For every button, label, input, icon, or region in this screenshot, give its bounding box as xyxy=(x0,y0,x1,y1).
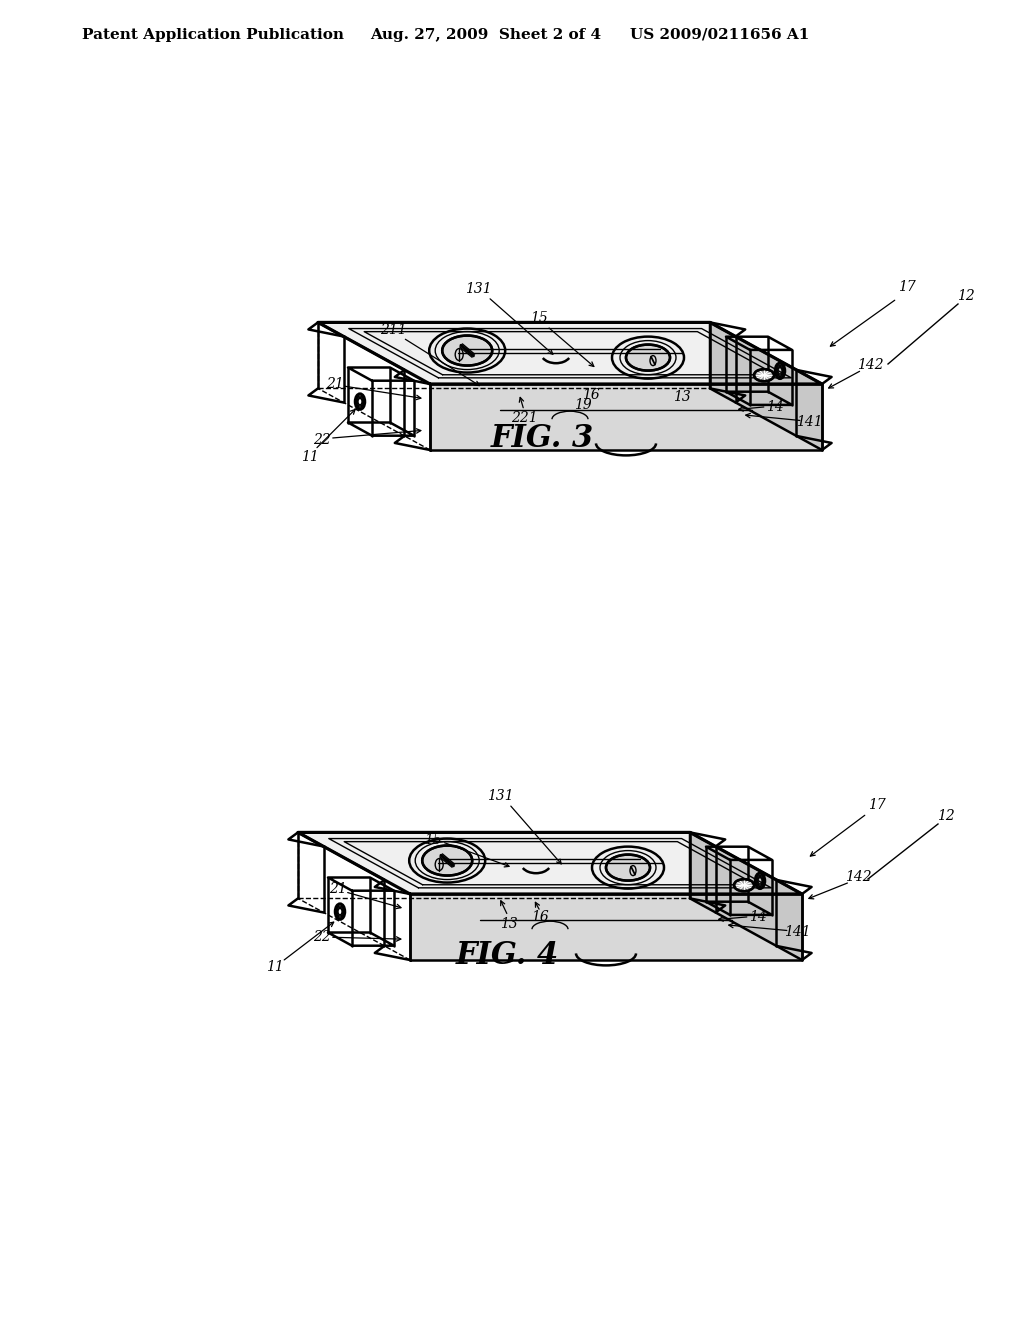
Text: 15: 15 xyxy=(424,833,442,847)
Text: 221: 221 xyxy=(511,412,538,425)
Text: 211: 211 xyxy=(380,323,407,337)
Text: 17: 17 xyxy=(868,797,886,812)
Text: 142: 142 xyxy=(857,358,884,372)
Text: 13: 13 xyxy=(673,389,690,404)
Text: 15: 15 xyxy=(530,312,548,325)
Text: 141: 141 xyxy=(784,925,811,939)
Polygon shape xyxy=(318,322,822,384)
Text: 17: 17 xyxy=(898,280,915,293)
Text: Patent Application Publication: Patent Application Publication xyxy=(82,28,344,42)
Text: 14: 14 xyxy=(766,400,783,413)
Text: 21: 21 xyxy=(326,376,344,391)
Text: 11: 11 xyxy=(301,450,318,463)
Text: 21: 21 xyxy=(329,882,347,896)
Ellipse shape xyxy=(442,335,493,366)
Text: 11: 11 xyxy=(266,960,284,974)
Text: 131: 131 xyxy=(465,282,492,296)
Polygon shape xyxy=(690,833,802,960)
Polygon shape xyxy=(298,833,802,894)
Polygon shape xyxy=(710,322,822,450)
Text: 142: 142 xyxy=(845,870,871,884)
Ellipse shape xyxy=(606,854,650,880)
Text: 22: 22 xyxy=(313,433,331,447)
Ellipse shape xyxy=(422,846,472,875)
Text: Aug. 27, 2009  Sheet 2 of 4: Aug. 27, 2009 Sheet 2 of 4 xyxy=(370,28,601,42)
Text: 12: 12 xyxy=(937,809,954,822)
Text: 22: 22 xyxy=(313,931,331,944)
Text: 19: 19 xyxy=(574,399,592,412)
Text: 16: 16 xyxy=(531,909,549,924)
Text: 14: 14 xyxy=(749,909,767,924)
Polygon shape xyxy=(430,384,822,450)
Text: 13: 13 xyxy=(500,917,518,931)
Ellipse shape xyxy=(734,879,754,891)
Text: 12: 12 xyxy=(957,289,975,304)
Text: US 2009/0211656 A1: US 2009/0211656 A1 xyxy=(630,28,809,42)
Ellipse shape xyxy=(754,370,774,381)
Text: 141: 141 xyxy=(797,414,823,429)
Polygon shape xyxy=(410,894,802,960)
Text: 131: 131 xyxy=(486,789,513,803)
Ellipse shape xyxy=(626,345,670,371)
Text: FIG. 3: FIG. 3 xyxy=(490,424,594,454)
Text: FIG. 4: FIG. 4 xyxy=(456,940,559,972)
Text: 16: 16 xyxy=(582,388,599,401)
